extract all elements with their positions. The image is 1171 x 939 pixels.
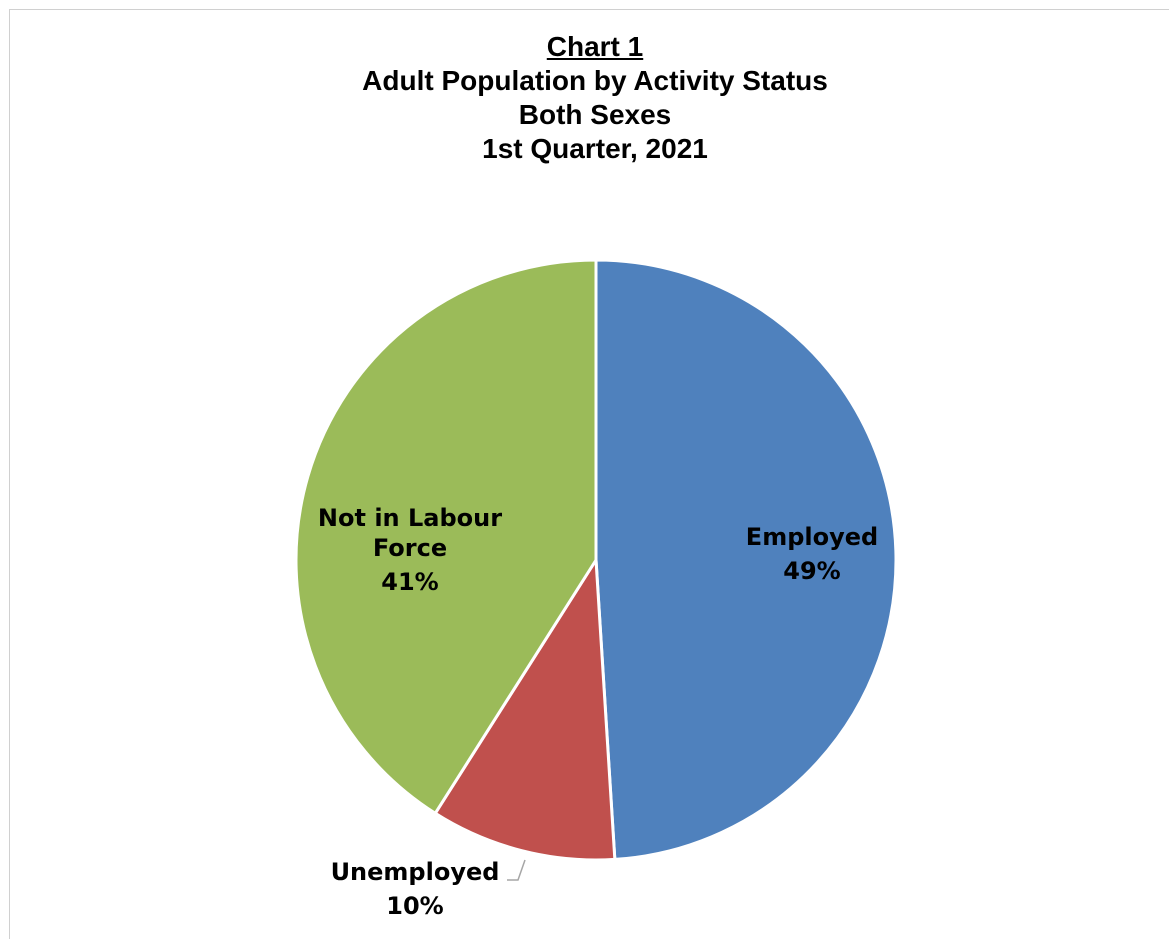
slice-label-employed: Employed [746,523,878,551]
chart-subtitle-2: Both Sexes [518,99,672,130]
pie-slice-not-in-labour-force [294,258,598,816]
leader-line-unemployed [507,859,526,881]
slice-label-not-in-labour-force: Not in Labour Force [318,504,502,562]
chart-titles: Chart 1 Adult Population by Activity Sta… [0,30,1171,166]
slice-label-unemployed: Unemployed [331,858,500,886]
slice-value-employed: 49% [783,557,840,585]
chart-subtitle-3: 1st Quarter, 2021 [482,133,708,164]
pie-slice-employed [594,258,898,862]
chart-subtitle-1: Adult Population by Activity Status [362,65,828,96]
chart-title: Chart 1 [546,31,644,62]
chart-frame [9,9,1169,939]
pie-slice-unemployed [433,555,617,862]
pie-labels: Employed 49% Unemployed 10% Not in Labour For… [318,504,878,920]
pie-slices [294,258,898,862]
slice-value-unemployed: 10% [386,892,443,920]
slice-value-not-in-labour-force: 41% [381,568,438,596]
